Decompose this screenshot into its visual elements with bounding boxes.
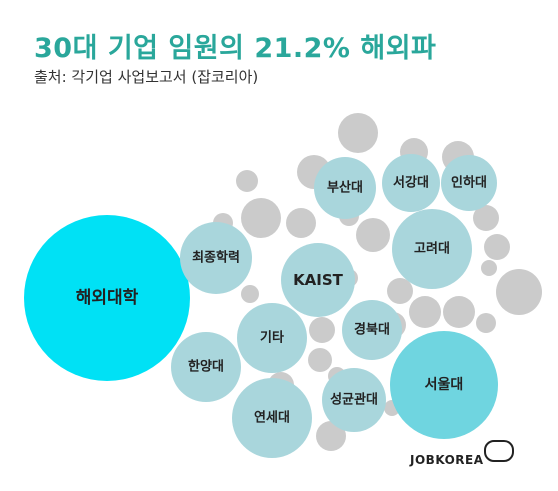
filler-bubble: [241, 285, 259, 303]
filler-bubble: [473, 205, 499, 231]
bubble-circle: [322, 368, 386, 432]
bubble-circle: [390, 331, 498, 439]
bubble-label: 인하대: [451, 175, 487, 191]
bubble-label: 경북대: [354, 322, 390, 338]
bubble-circle: [237, 303, 307, 373]
bubble-circle: [232, 378, 312, 458]
filler-bubble: [241, 198, 281, 238]
filler-bubble: [286, 208, 316, 238]
filler-bubble: [316, 421, 346, 451]
filler-bubble: [476, 313, 496, 333]
bubble-circle: [382, 154, 440, 212]
bubble-label: 서강대: [393, 175, 429, 191]
bubble-label: 성균관대: [330, 392, 378, 408]
bubble-circle: [441, 155, 497, 211]
bubble-경북대: 경북대: [342, 300, 402, 360]
filler-bubble: [496, 269, 542, 315]
bubble-서강대: 서강대: [382, 154, 440, 212]
bubble-circle: [392, 209, 472, 289]
bubble-label: 해외대학: [76, 288, 139, 308]
filler-bubble: [338, 113, 378, 153]
bubble-label: 고려대: [414, 241, 450, 257]
filler-bubble: [443, 296, 475, 328]
bubble-성균관대: 성균관대: [322, 368, 386, 432]
bubble-circle: [180, 222, 252, 294]
bubble-label: 연세대: [254, 411, 290, 426]
bubble-circle: [24, 215, 190, 381]
chart-source: 출처: 각기업 사업보고서 (잡코리아): [34, 68, 259, 86]
bubble-circle: [281, 243, 355, 317]
bubble-label: 부산대: [327, 180, 363, 196]
brand-logo-text: JOBKOREA: [410, 453, 484, 467]
bubble-연세대: 연세대: [232, 378, 312, 458]
brand-logo-icon: [484, 440, 514, 462]
bubble-label: 최종학력: [192, 250, 240, 266]
filler-bubble: [356, 218, 390, 252]
filler-bubble: [484, 234, 510, 260]
bubble-label: 한양대: [188, 359, 224, 375]
bubble-label: 기타: [260, 330, 284, 346]
bubble-인하대: 인하대: [441, 155, 497, 211]
bubble-최종학력: 최종학력: [180, 222, 252, 294]
filler-bubble: [236, 170, 258, 192]
chart-title: 30대 기업 임원의 21.2% 해외파: [34, 33, 437, 64]
bubble-label: 서울대: [425, 376, 464, 393]
bubble-고려대: 고려대: [392, 209, 472, 289]
bubble-circle: [314, 157, 376, 219]
bubble-circle: [171, 332, 241, 402]
bubble-KAIST: KAIST: [281, 243, 355, 317]
bubble-해외대학: 해외대학: [24, 215, 190, 381]
bubble-한양대: 한양대: [171, 332, 241, 402]
bubble-circle: [342, 300, 402, 360]
bubble-label: KAIST: [293, 271, 344, 289]
filler-bubble: [308, 348, 332, 372]
bubble-기타: 기타: [237, 303, 307, 373]
filler-bubble: [481, 260, 497, 276]
bubble-서울대: 서울대: [390, 331, 498, 439]
bubble-부산대: 부산대: [314, 157, 376, 219]
filler-bubble: [409, 296, 441, 328]
filler-bubble: [387, 278, 413, 304]
filler-bubble: [309, 317, 335, 343]
